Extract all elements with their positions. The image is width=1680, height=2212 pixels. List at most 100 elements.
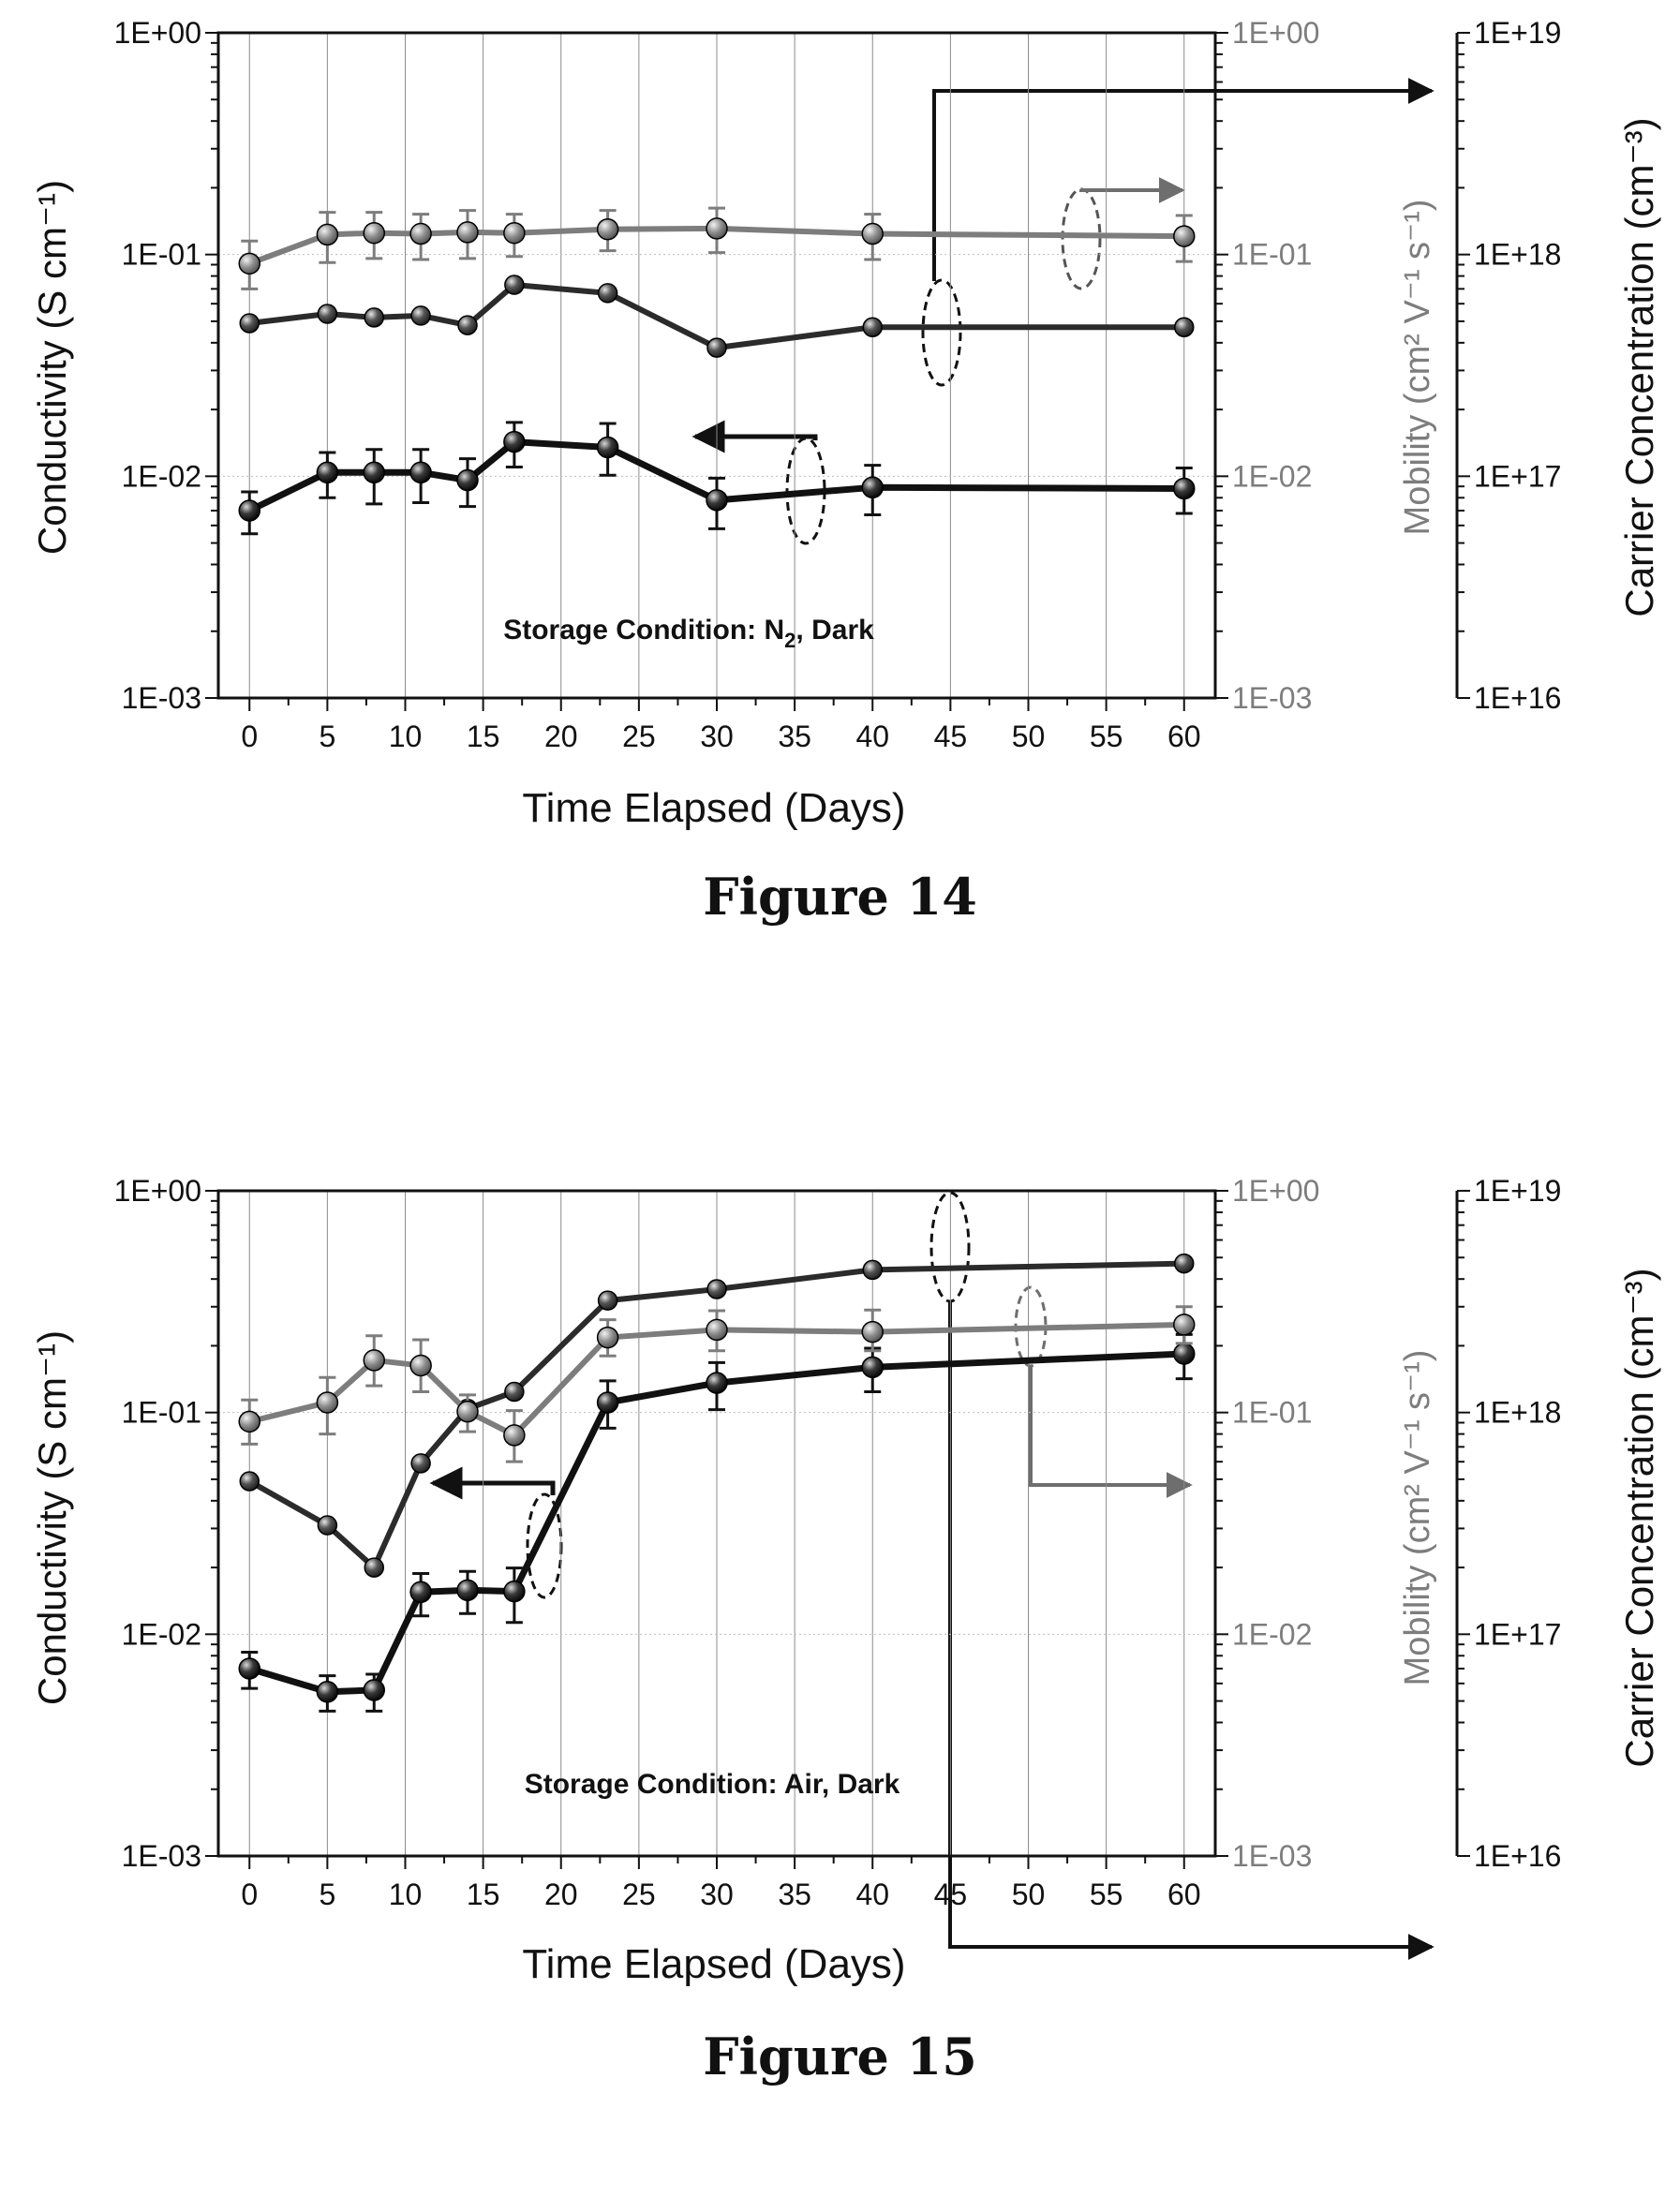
mobility-point	[316, 1391, 339, 1414]
figure-14-caption: Figure 14	[703, 867, 977, 927]
carrier-point	[317, 1515, 338, 1536]
mobility-line	[248, 225, 1184, 267]
x-tick-label: 50	[1012, 1878, 1046, 1911]
x-tick-label: 15	[467, 720, 500, 753]
x-tick-label: 10	[389, 1878, 423, 1911]
mobility-point	[316, 223, 339, 246]
carrier-tick-label: 1E+17	[1474, 1617, 1561, 1651]
mobility-line	[248, 1321, 1184, 1438]
mobility-point	[1173, 1314, 1196, 1336]
carrier-axis-arrow	[948, 1301, 1435, 1960]
mobility-point	[409, 1354, 432, 1377]
carrier-point	[457, 315, 478, 335]
conductivity-axis-title: Conductivity (S cm⁻¹)	[30, 180, 74, 555]
conductivity-point	[409, 1581, 432, 1604]
mobility-axis-title: Mobility (cm² V⁻¹ s⁻¹)	[1398, 200, 1437, 536]
mobility-tick-label: 1E-03	[1232, 1839, 1312, 1873]
conductivity-point	[1173, 1343, 1196, 1365]
x-tick-label: 35	[778, 720, 811, 753]
mobility-point	[861, 1320, 884, 1344]
mobility-point	[861, 222, 884, 245]
carrier-tick-label: 1E+19	[1474, 16, 1561, 50]
x-tick-label: 15	[467, 1878, 500, 1911]
conductivity-point	[363, 1679, 385, 1701]
carrier-line	[248, 282, 1184, 351]
conductivity-tick-label: 1E-03	[122, 681, 201, 715]
mobility-point	[363, 1349, 385, 1372]
x-tick-label: 0	[241, 1878, 258, 1911]
mobility-series	[238, 1305, 1196, 1463]
carrier-point	[504, 275, 525, 295]
carrier-group-ellipse	[921, 278, 962, 387]
conductivity-point	[363, 461, 385, 484]
x-tick-label: 10	[389, 720, 423, 753]
carrier-tick-label: 1E+17	[1474, 459, 1561, 493]
carrier-point	[239, 313, 260, 334]
mobility-series	[238, 206, 1196, 290]
tick-labels: 0 5 10 15 20 25 30 35 40 45 50 55 60 1E-03 1E-02 1E-01 1…	[114, 1174, 1562, 1911]
mobility-point	[456, 221, 479, 244]
storage-condition-tail: , Dark	[795, 615, 874, 646]
carrier-point	[597, 1290, 618, 1311]
mobility-axis-title: Mobility (cm² V⁻¹ s⁻¹)	[1398, 1350, 1437, 1686]
annotation-marks	[429, 1191, 1435, 1960]
grid-lines	[218, 1191, 1215, 1856]
conductivity-point	[861, 476, 884, 499]
storage-condition-subscript: 2	[784, 629, 795, 652]
x-tick-label: 45	[934, 1878, 968, 1911]
x-axis-title: Time Elapsed (Days)	[522, 1941, 905, 1987]
figure-15-panel: 0 5 10 15 20 25 30 35 40 45 50 55 60 1E-03 1E-02 1E-01 1…	[0, 1158, 1680, 2212]
storage-condition-label: Storage Condition: N2, Dark	[503, 615, 874, 652]
mobility-tick-label: 1E-01	[1232, 1396, 1312, 1430]
carrier-point	[1174, 317, 1195, 338]
axes	[205, 31, 1470, 711]
carrier-tick-label: 1E+18	[1474, 238, 1561, 272]
mobility-tick-label: 1E-02	[1232, 459, 1312, 493]
mobility-axis-arrow	[1029, 1366, 1193, 1498]
mobility-point	[1173, 225, 1196, 247]
x-tick-label: 20	[544, 1878, 578, 1911]
carrier-point	[317, 304, 338, 324]
carrier-tick-label: 1E+16	[1474, 681, 1561, 715]
conductivity-tick-label: 1E+00	[114, 1174, 201, 1208]
x-tick-label: 25	[622, 720, 656, 753]
mobility-point	[706, 1318, 728, 1342]
storage-condition-label: Storage Condition: Air, Dark	[525, 1769, 900, 1800]
x-tick-label: 45	[934, 720, 968, 753]
carrier-tick-label: 1E+18	[1474, 1396, 1561, 1430]
carrier-point	[597, 283, 618, 304]
mobility-point	[706, 217, 728, 240]
conductivity-line	[247, 438, 1184, 514]
mobility-point	[503, 221, 526, 245]
x-tick-label: 60	[1167, 1878, 1201, 1911]
mobility-group-ellipse	[1061, 187, 1102, 290]
conductivity-tick-label: 1E-01	[122, 1396, 201, 1430]
carrier-tick-label: 1E+19	[1474, 1174, 1561, 1208]
carrier-axis-title: Carrier Concentration (cm⁻³)	[1617, 1268, 1661, 1767]
carrier-point	[862, 317, 883, 338]
carrier-point	[1174, 1253, 1195, 1274]
x-tick-label: 35	[778, 1878, 811, 1911]
conductivity-point	[456, 1579, 479, 1602]
conductivity-point	[596, 1391, 619, 1414]
figure-15-caption: Figure 15	[703, 2026, 977, 2086]
mobility-point	[596, 1326, 619, 1349]
mobility-tick-label: 1E+00	[1232, 1174, 1319, 1208]
carrier-point	[410, 1453, 431, 1474]
x-tick-label: 20	[544, 720, 578, 753]
carrier-point	[364, 1557, 384, 1578]
conductivity-point	[861, 1356, 884, 1379]
x-tick-label: 30	[700, 720, 734, 753]
mobility-point	[456, 1400, 479, 1423]
conductivity-axis-title: Conductivity (S cm⁻¹)	[30, 1330, 74, 1705]
carrier-point	[410, 305, 431, 326]
conductivity-point	[238, 1657, 260, 1680]
x-tick-label: 50	[1012, 720, 1046, 753]
mobility-tick-label: 1E-01	[1232, 238, 1312, 272]
conductivity-point	[409, 461, 432, 484]
carrier-point	[504, 1381, 525, 1403]
grid-lines	[218, 33, 1215, 698]
x-tick-label: 55	[1090, 1878, 1123, 1911]
storage-condition-main: Storage Condition: N	[503, 615, 784, 646]
conductivity-point	[316, 461, 339, 484]
